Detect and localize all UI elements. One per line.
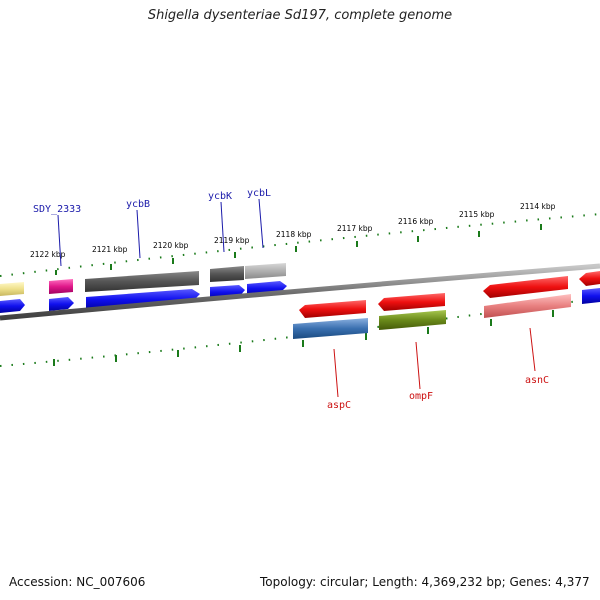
gene-blue-1 (49, 297, 74, 311)
gene-label-sdy-2333: SDY_2333 (33, 204, 81, 215)
gene-blue-2 (86, 289, 200, 310)
kbp-label: 2114 kbp (520, 202, 556, 211)
kbp-label: 2122 kbp (30, 250, 66, 259)
gene-label-aspc: aspC (327, 400, 351, 411)
genome-backbone (0, 263, 600, 321)
reverse-strand-upper (299, 271, 600, 318)
kbp-label: 2117 kbp (337, 224, 373, 233)
genome-summary-text: Topology: circular; Length: 4,369,232 bp… (260, 575, 590, 589)
gene-label-leaders (57, 198, 536, 398)
kbp-label: 2118 kbp (276, 230, 312, 239)
kbp-label: 2116 kbp (398, 217, 434, 226)
outer-major-ticks (55, 224, 542, 275)
reverse-strand-lower (293, 294, 571, 339)
kbp-label: 2121 kbp (92, 245, 128, 254)
gene-aspc (293, 318, 368, 339)
gene-label-ompf: ompF (409, 391, 433, 402)
gene-ompf (379, 310, 446, 330)
accession-text: Accession: NC_007606 (9, 575, 146, 589)
gene-label-ycbk: ycbK (208, 191, 232, 202)
kbp-label: 2120 kbp (153, 241, 189, 250)
gene-dark-1 (85, 271, 199, 292)
gene-red-2 (378, 293, 445, 311)
gene-ycbl (245, 263, 286, 279)
forward-strand-upper (0, 263, 286, 296)
forward-strand-lower (0, 281, 600, 313)
inner-major-ticks (53, 310, 554, 366)
map-title: Shigella dysenteriae Sd197, complete gen… (147, 8, 453, 23)
gene-label-asnc: asnC (525, 375, 549, 386)
gene-blue-5 (582, 288, 600, 304)
kbp-label: 2115 kbp (459, 210, 495, 219)
outer-tick-ring (0, 213, 600, 277)
gene-asnc (484, 294, 571, 318)
gene-ycbk (210, 266, 244, 282)
kbp-label: 2119 kbp (214, 236, 250, 245)
gene-labels: SDY_2333 ycbB ycbK ycbL aspC ompF asnC (33, 188, 549, 411)
gene-yellow (0, 282, 24, 296)
gene-sdy-2333 (49, 279, 73, 294)
gene-red-4 (579, 271, 600, 286)
kbp-labels: 2122 kbp 2121 kbp 2120 kbp 2119 kbp 2118… (30, 202, 556, 259)
gene-blue-0 (0, 299, 25, 313)
gene-red-3 (483, 276, 568, 298)
gene-red-1 (299, 300, 366, 318)
gene-label-ycbb: ycbB (126, 199, 150, 210)
gene-label-ycbl: ycbL (247, 188, 271, 199)
